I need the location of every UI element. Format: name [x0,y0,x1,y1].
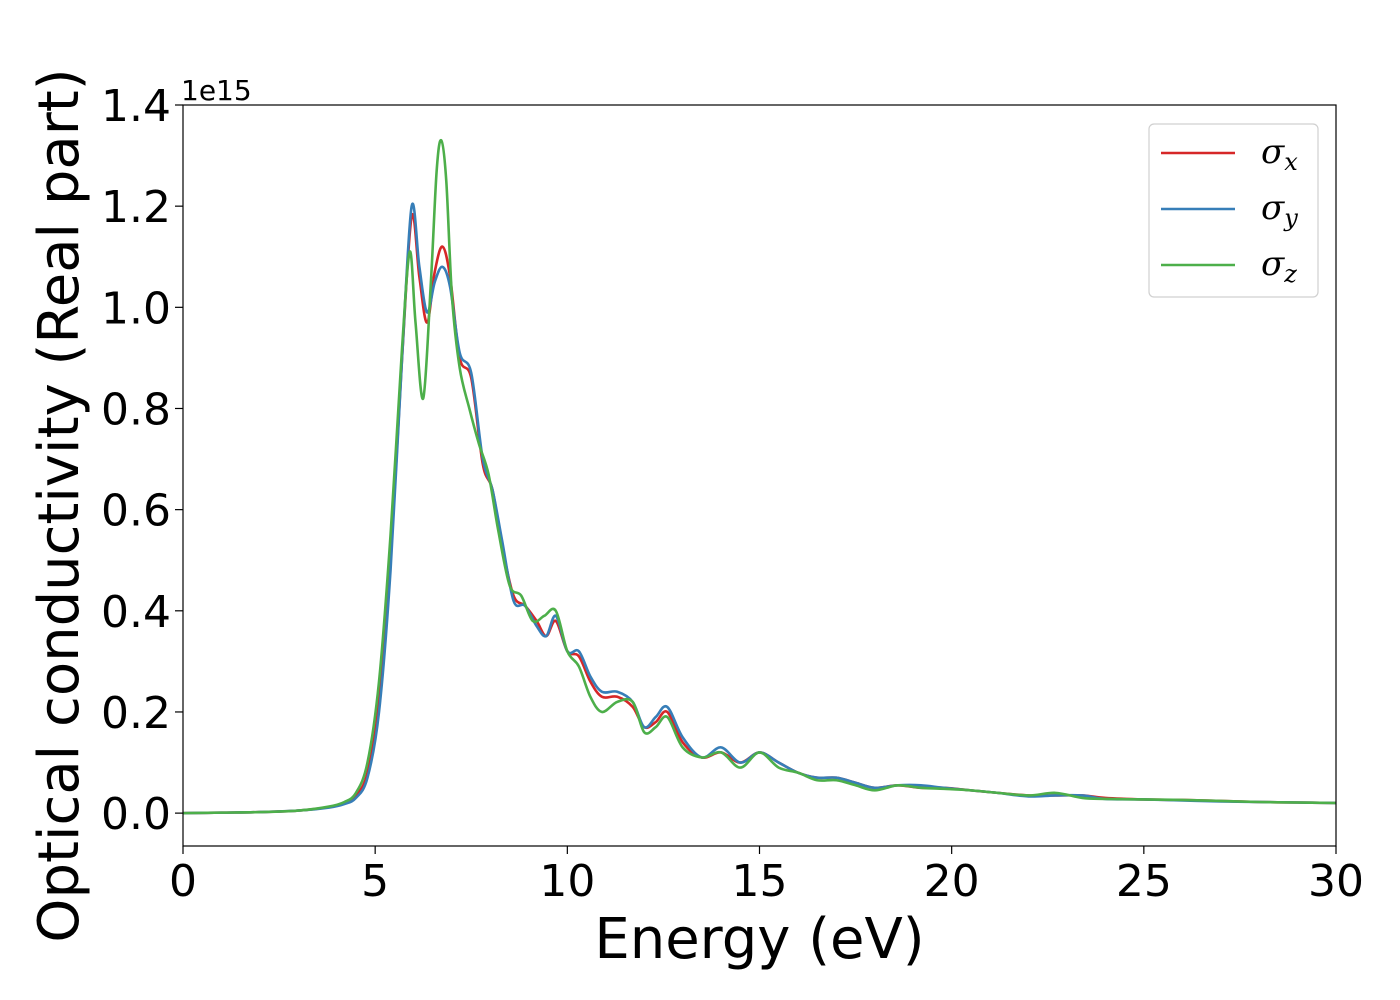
y-tick-label: 0.2 [101,688,171,739]
y-tick-label: 0.0 [101,789,171,840]
legend-label-y: σy [1261,188,1298,232]
x-tick-label: 30 [1308,856,1364,907]
x-axis-ticks: 0 5 10 15 20 25 30 [169,846,1364,907]
x-tick-label: 15 [732,856,788,907]
y-tick-label: 1.0 [101,283,171,334]
legend-box [1148,123,1319,298]
legend-label-x: σx [1261,132,1298,176]
y-tick-label: 1.4 [101,81,171,132]
y-tick-label: 0.8 [101,384,171,435]
legend-label-z: σz [1261,244,1297,288]
y-axis-ticks: 0.0 0.2 0.4 0.6 0.8 1.0 1.2 1.4 [101,81,183,840]
x-tick-label: 5 [361,856,389,907]
x-tick-label: 25 [1116,856,1172,907]
y-axis-offset-label: 1e15 [181,74,252,107]
x-axis-label: Energy (eV) [594,907,924,972]
y-tick-label: 0.6 [101,486,171,537]
x-tick-label: 10 [539,856,595,907]
series-line-z [183,138,1336,815]
x-tick-label: 0 [169,856,197,907]
series-lines [183,138,1336,815]
y-tick-label: 0.4 [101,587,171,638]
y-tick-label: 1.2 [101,182,171,233]
legend: σx σy σz [1148,123,1319,298]
y-axis-label: Optical conductivity (Real part) [27,68,92,942]
x-tick-label: 20 [924,856,980,907]
